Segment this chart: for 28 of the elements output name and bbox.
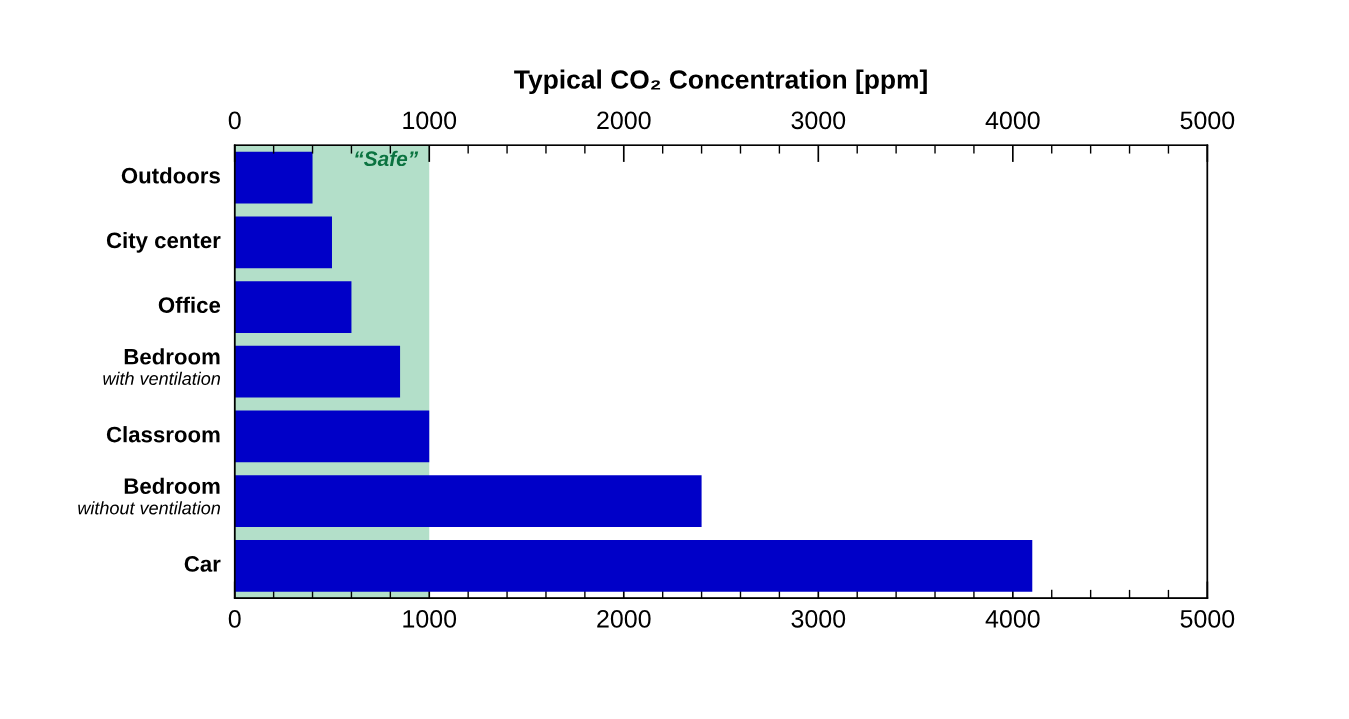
x-tick-label: 1000 [403, 111, 457, 130]
x-tick-label: 5000 [1180, 111, 1235, 130]
bar [234, 345, 401, 398]
bar [234, 281, 352, 333]
x2-tick-label: 1000 [403, 609, 457, 628]
x2-axis-title: Typical CO₂ Concentration [ppm] [514, 69, 927, 95]
y-tick-label: Bedroom with ventilation [103, 348, 221, 385]
band-label: “Safe” [355, 150, 419, 167]
y-tick-label: Office [158, 296, 221, 313]
x2-tick-label: 4000 [985, 609, 1040, 628]
x-tick-label: 4000 [985, 111, 1040, 130]
y-tick-label: City center [106, 231, 221, 253]
bar [234, 475, 702, 528]
x-tick-label: 0 [228, 111, 241, 130]
bar [234, 151, 313, 204]
bar [234, 216, 332, 269]
bar [234, 539, 1033, 592]
y-tick-label: Car [184, 556, 221, 572]
y-tick-label: Bedroom without ventilation [78, 477, 221, 515]
y-tick-label: Classroom [106, 426, 220, 443]
x2-tick-label: 0 [228, 609, 241, 628]
x-tick-label: 2000 [597, 111, 651, 130]
y-tick-label: Outdoors [121, 167, 220, 184]
x2-tick-label: 2000 [597, 609, 651, 628]
bar [234, 410, 430, 463]
x2-tick-label: 3000 [791, 609, 846, 628]
x2-tick-label: 5000 [1180, 609, 1235, 628]
x-tick-label: 3000 [791, 111, 846, 130]
